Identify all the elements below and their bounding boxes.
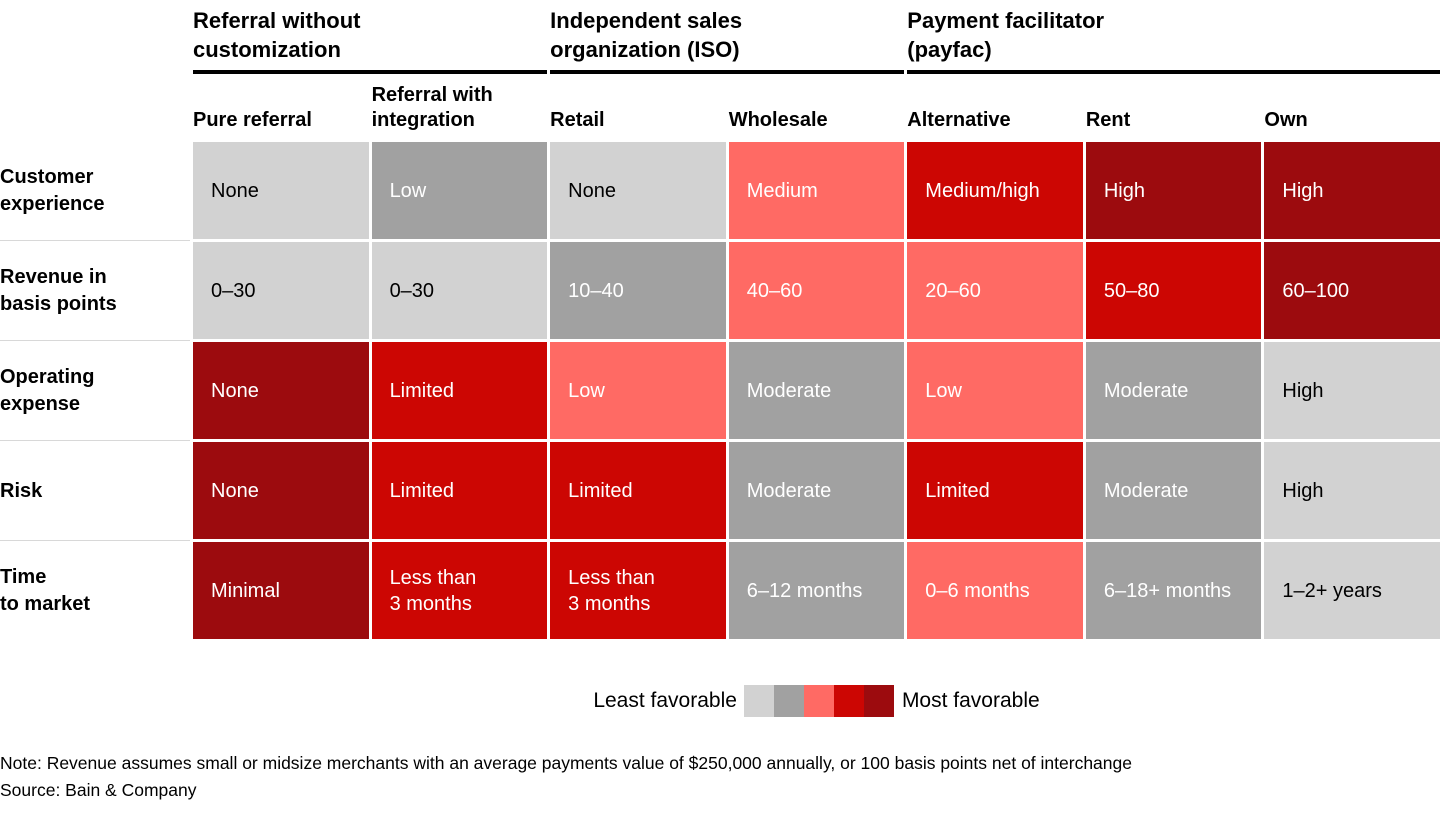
table-cell: None bbox=[193, 442, 369, 539]
table-cell: 20–60 bbox=[907, 242, 1083, 339]
table-cell: Moderate bbox=[1085, 442, 1262, 539]
table-cell: Limited bbox=[550, 442, 726, 539]
legend-swatch-1 bbox=[743, 685, 774, 717]
table-cell: None bbox=[550, 142, 726, 239]
row-label: Risk bbox=[0, 440, 190, 539]
table-cell: Less than 3 months bbox=[371, 542, 548, 639]
legend-most-favorable-label: Most favorable bbox=[901, 689, 1040, 712]
legend-swatch-4 bbox=[833, 685, 864, 717]
favorability-legend: Least favorable Most favorable bbox=[0, 685, 1440, 717]
column-header-rent: Rent bbox=[1085, 109, 1131, 132]
column-header-spacer bbox=[0, 77, 190, 139]
table-cell: Low bbox=[550, 342, 726, 439]
table-cell: Less than 3 months bbox=[550, 542, 726, 639]
row-label: Operating expense bbox=[0, 340, 190, 439]
group-header-independent-sales-organization: Independent sales organization (ISO) bbox=[550, 4, 905, 74]
table-cell: Low bbox=[371, 142, 548, 239]
legend-swatch-3 bbox=[803, 685, 834, 717]
column-header-referral-with-integration: Referral with integration bbox=[371, 83, 493, 132]
legend-swatch-5 bbox=[863, 685, 894, 717]
table-cell: 6–18+ months bbox=[1085, 542, 1262, 639]
table-cell: High bbox=[1264, 142, 1440, 239]
table-cell: High bbox=[1264, 442, 1440, 539]
table-cell: 60–100 bbox=[1264, 242, 1440, 339]
table-cell: Medium/high bbox=[907, 142, 1083, 239]
column-header-retail: Retail bbox=[550, 109, 605, 132]
table-cell: Limited bbox=[371, 342, 548, 439]
table-cell: Moderate bbox=[1085, 342, 1262, 439]
table-cell: 10–40 bbox=[550, 242, 726, 339]
table-cell: 6–12 months bbox=[728, 542, 905, 639]
table-cell: Limited bbox=[907, 442, 1083, 539]
table-cell: Minimal bbox=[193, 542, 369, 639]
figure-footer: Note: Revenue assumes small or midsize m… bbox=[0, 750, 1440, 804]
table-cell: Moderate bbox=[728, 342, 905, 439]
table-cell: Medium bbox=[728, 142, 905, 239]
table-cell: None bbox=[193, 142, 369, 239]
table-cell: 40–60 bbox=[728, 242, 905, 339]
table-cell: 0–30 bbox=[371, 242, 548, 339]
legend-swatch-2 bbox=[773, 685, 804, 717]
group-header-referral-without-customization: Referral without customization bbox=[193, 4, 548, 74]
legend-color-scale bbox=[743, 685, 894, 717]
payfac-comparison-figure: Referral without customization Independe… bbox=[0, 4, 1440, 814]
table-cell: 50–80 bbox=[1085, 242, 1262, 339]
table-cell: 1–2+ years bbox=[1264, 542, 1440, 639]
table-cell: Limited bbox=[371, 442, 548, 539]
column-header-alternative: Alternative bbox=[907, 109, 1011, 132]
table-cell: Low bbox=[907, 342, 1083, 439]
legend-least-favorable-label: Least favorable bbox=[593, 689, 737, 712]
column-header-own: Own bbox=[1264, 109, 1308, 132]
source-text: Source: Bain & Company bbox=[0, 780, 197, 800]
row-label: Customer experience bbox=[0, 165, 105, 215]
table-cell: None bbox=[193, 342, 369, 439]
group-header-spacer bbox=[0, 4, 190, 74]
table-cell: High bbox=[1264, 342, 1440, 439]
note-text: Note: Revenue assumes small or midsize m… bbox=[0, 753, 1132, 773]
column-header-pure-referral: Pure referral bbox=[193, 109, 312, 132]
table-cell: Moderate bbox=[728, 442, 905, 539]
group-header-payment-facilitator: Payment facilitator (payfac) bbox=[907, 4, 1440, 74]
table-cell: 0–30 bbox=[193, 242, 369, 339]
table-cell: High bbox=[1085, 142, 1262, 239]
table-cell: 0–6 months bbox=[907, 542, 1083, 639]
column-header-wholesale: Wholesale bbox=[728, 109, 828, 132]
row-label: Revenue in basis points bbox=[0, 240, 190, 339]
comparison-table: Referral without customization Independe… bbox=[0, 4, 1440, 639]
row-label: Time to market bbox=[0, 540, 190, 639]
